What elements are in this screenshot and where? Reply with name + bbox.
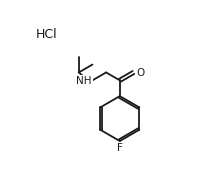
Text: O: O	[136, 68, 145, 78]
Text: NH: NH	[76, 76, 92, 86]
Text: HCl: HCl	[36, 28, 57, 41]
Text: F: F	[117, 143, 123, 153]
